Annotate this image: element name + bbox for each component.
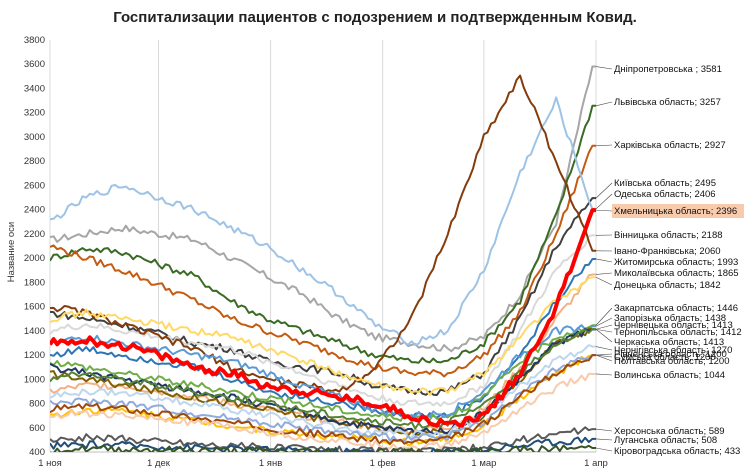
series-line-12	[50, 324, 596, 422]
series-label-13: Запорізька область; 1438	[614, 313, 726, 324]
series-line-5	[50, 96, 596, 347]
label-leader	[595, 182, 613, 199]
label-leader	[595, 447, 613, 452]
x-tick-label: 1 мар	[471, 458, 496, 469]
label-leader	[595, 354, 613, 362]
x-tick-label: 1 апр	[584, 458, 608, 469]
y-tick-label: 600	[29, 423, 45, 434]
label-leader	[595, 258, 613, 263]
axes: 400 600 800 1000 1200 1400 1600 1800 2000 2200 240…	[24, 35, 608, 469]
series-label-4: Київська область; 2495	[614, 178, 716, 189]
series-line-11	[50, 276, 596, 396]
series-label-22: Херсонська область; 589	[614, 426, 725, 437]
y-tick-label: 2600	[24, 180, 45, 191]
series-label-15: Тернопільська область; 1412	[614, 327, 742, 338]
y-tick-label: 2400	[24, 205, 45, 216]
series-line-13	[50, 324, 596, 418]
label-leader	[595, 438, 613, 441]
label-leader	[595, 329, 613, 333]
series-label-14: Чернівецька область; 1413	[614, 320, 733, 331]
series-label-19: Сумська область; 1200	[614, 352, 716, 363]
series-label-18: Рівненська область; 1200	[614, 349, 727, 360]
series-label-2: Львівська область; 3257	[614, 97, 721, 108]
series-label-5: Одеська область; 2406	[614, 189, 716, 200]
series-line-23	[50, 436, 596, 452]
label-leader	[595, 307, 613, 326]
y-tick-label: 3400	[24, 83, 45, 94]
series-label-3: Харківська область; 2927	[614, 140, 726, 151]
y-tick-label: 800	[29, 399, 45, 410]
series-label-10: Миколаївська область; 1865	[614, 268, 739, 279]
label-leader	[595, 346, 613, 351]
series-line-17	[50, 344, 596, 439]
series-line-21	[50, 372, 596, 451]
label-leader	[595, 193, 613, 210]
label-leader	[595, 428, 613, 432]
gridlines	[49, 40, 597, 452]
series-label-12: Закарпатська область; 1446	[614, 303, 738, 314]
series-label-17: Чернігівська область; 1270	[614, 345, 732, 356]
y-tick-label: 2800	[24, 156, 45, 167]
x-tick-label: 1 дек	[147, 458, 171, 469]
series-line-2	[50, 104, 596, 364]
label-leader	[595, 373, 613, 376]
x-tick-label: 1 янв	[259, 458, 282, 469]
series-label-6: Хмельницька область; 2396	[614, 206, 737, 217]
y-tick-label: 3800	[24, 35, 45, 46]
label-leader	[595, 101, 613, 107]
y-tick-label: 3000	[24, 132, 45, 143]
y-tick-label: 1800	[24, 277, 45, 288]
label-leader	[595, 66, 613, 70]
x-tick-label: 1 фев	[370, 458, 396, 469]
series-label-24: Кіровоградська область; 433	[614, 446, 740, 457]
series-line-20	[50, 354, 596, 445]
series-line-6	[50, 208, 596, 428]
series-label-23: Луганська область; 508	[614, 435, 717, 446]
series-label-1: Дніпропетровська ; 3581	[614, 64, 722, 75]
series-label-8: Івано-Франківська; 2060	[614, 246, 721, 257]
y-axis-label: Название оси	[6, 222, 17, 282]
label-leader	[595, 144, 613, 147]
series-line-24	[50, 444, 596, 452]
x-tick-label: 1 ноя	[38, 458, 62, 469]
series-label-11: Донецька область; 1842	[614, 280, 721, 291]
label-leader	[595, 324, 613, 330]
y-tick-label: 1400	[24, 326, 45, 337]
y-tick-label: 1000	[24, 374, 45, 385]
label-leader	[595, 329, 613, 343]
y-tick-label: 400	[29, 447, 45, 458]
y-tick-label: 1600	[24, 302, 45, 313]
label-leader	[595, 276, 613, 286]
y-tick-label: 2200	[24, 229, 45, 240]
series-line-3	[50, 144, 596, 378]
y-tick-label: 3600	[24, 59, 45, 70]
series-label-9: Житомирська область; 1993	[614, 257, 738, 268]
series-lines	[50, 65, 596, 452]
label-leader	[595, 272, 613, 275]
series-labels: Дніпропетровська ; 3581 Львівська область…	[595, 64, 744, 457]
series-label-7: Вінницька область; 2188	[614, 230, 723, 241]
chart-title: Госпитализации пациентов с подозрением и…	[113, 9, 637, 26]
series-label-21: Волинська область; 1044	[614, 370, 725, 381]
label-leader	[595, 354, 613, 358]
label-leader	[595, 317, 613, 327]
series-line-22	[50, 426, 596, 452]
series-label-16: Черкаська область; 1413	[614, 337, 724, 348]
label-leader	[595, 353, 613, 356]
series-line-1	[50, 65, 596, 353]
highlight-label-box	[612, 204, 744, 218]
y-tick-label: 1200	[24, 350, 45, 361]
y-tick-label: 3200	[24, 108, 45, 119]
series-label-20: Полтавська область; 1200	[614, 356, 730, 367]
label-leader	[595, 209, 613, 212]
y-tick-label: 2000	[24, 253, 45, 264]
